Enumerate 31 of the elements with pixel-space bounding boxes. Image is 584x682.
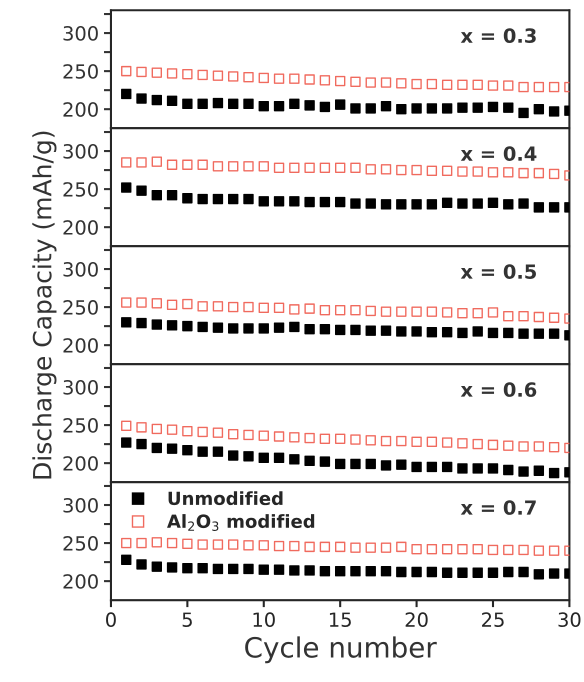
x-tick-label: 15 bbox=[330, 612, 351, 628]
x-tick-label: 10 bbox=[254, 612, 275, 628]
annotation: x = 0.3 bbox=[460, 28, 536, 43]
x-tick-label: 0 bbox=[106, 612, 116, 628]
y-axis-title: Discharge Capacity (mAh/g) bbox=[32, 132, 56, 478]
annotation: x = 0.6 bbox=[460, 382, 536, 397]
y-tick-label: 300 bbox=[64, 498, 98, 513]
y-tick-label: 200 bbox=[63, 574, 98, 589]
x-axis-title: Cycle number bbox=[245, 636, 437, 664]
y-tick-label: 200 bbox=[63, 456, 98, 471]
y-tick-label: 200 bbox=[63, 338, 98, 353]
y-tick-label: 250 bbox=[63, 64, 98, 79]
legend-label: Unmodified bbox=[168, 491, 282, 506]
y-tick-label: 250 bbox=[63, 418, 98, 433]
y-tick-label: 300 bbox=[64, 26, 98, 41]
y-tick-label: 200 bbox=[63, 102, 98, 117]
x-tick-label: 30 bbox=[558, 612, 580, 628]
y-tick-label: 300 bbox=[64, 380, 98, 395]
y-tick-label: 300 bbox=[64, 144, 98, 159]
y-tick-label: 250 bbox=[63, 300, 98, 315]
y-tick-label: 250 bbox=[63, 182, 98, 197]
x-tick-label: 25 bbox=[482, 612, 504, 628]
annotation: x = 0.5 bbox=[460, 264, 536, 279]
x-tick-label: 20 bbox=[406, 612, 428, 628]
y-tick-label: 300 bbox=[64, 262, 98, 277]
legend-label: Al$_{2}$O$_{3}$ modified bbox=[167, 514, 314, 531]
annotation: x = 0.7 bbox=[460, 500, 536, 515]
y-tick-label: 200 bbox=[63, 220, 98, 235]
x-tick-label: 5 bbox=[182, 612, 192, 628]
y-tick-label: 250 bbox=[63, 536, 98, 551]
annotation: x = 0.4 bbox=[460, 146, 536, 161]
